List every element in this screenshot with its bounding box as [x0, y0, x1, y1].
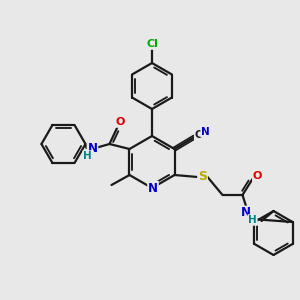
Text: N: N — [201, 127, 210, 137]
Text: C: C — [195, 130, 202, 140]
Text: N: N — [148, 182, 158, 194]
Text: N: N — [241, 206, 250, 220]
Text: O: O — [116, 117, 125, 127]
Text: S: S — [198, 170, 207, 184]
Text: O: O — [253, 171, 262, 181]
Text: H: H — [248, 215, 257, 225]
Text: N: N — [88, 142, 98, 154]
Text: H: H — [83, 151, 92, 161]
Text: Cl: Cl — [146, 39, 158, 49]
